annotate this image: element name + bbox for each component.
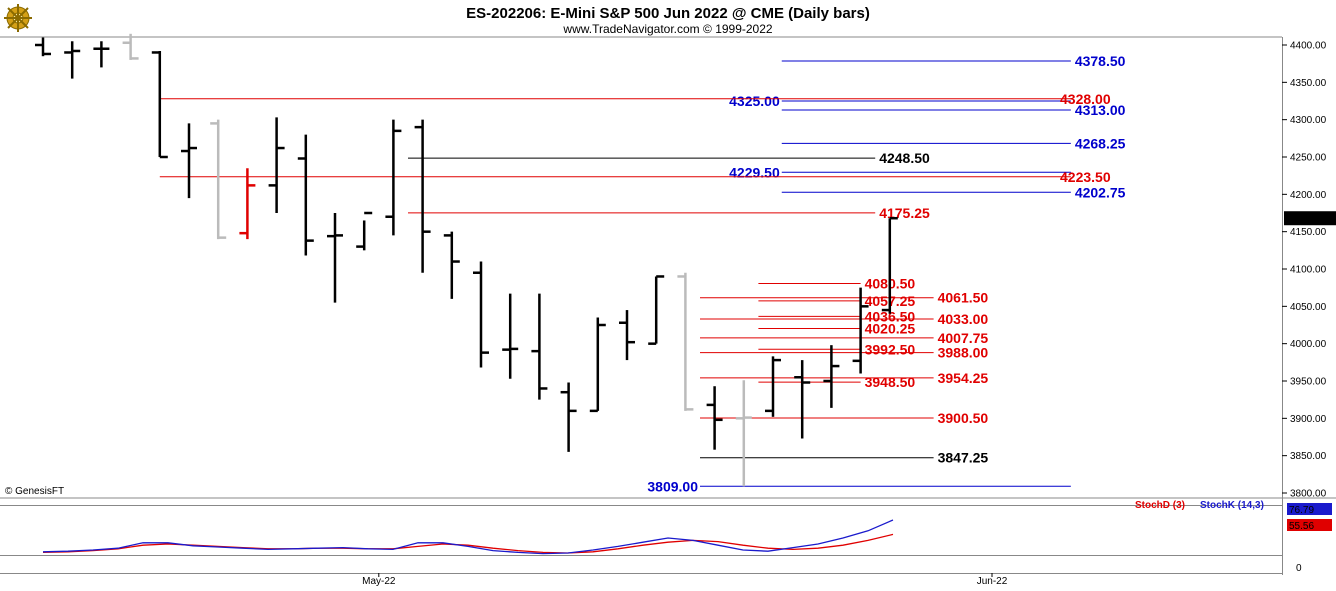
chart-subtitle: www.TradeNavigator.com © 1999-2022 (562, 22, 772, 36)
last-price-marker: 4168.00 (1284, 211, 1336, 226)
stochk-last-label: 76.79 (1289, 505, 1314, 516)
ohlc-bar (210, 119, 227, 240)
stochk-series (42, 519, 894, 555)
logo-icon (4, 4, 32, 32)
stochd-last-label: 55.56 (1289, 521, 1314, 532)
price-bars (35, 33, 898, 487)
last-price-label: 4168.00 (1288, 214, 1325, 225)
price-tick-label: 4400.00 (1290, 41, 1327, 52)
level-label: 3988.00 (938, 345, 989, 361)
price-tick-label: 4200.00 (1290, 190, 1327, 201)
level-label: 4223.50 (1060, 169, 1111, 185)
ohlc-bar (560, 382, 577, 452)
level-label: 3992.50 (865, 341, 916, 357)
ohlc-bar (327, 213, 343, 303)
stochastic-indicator: StochD (3) StochK (14,3) 76.79 55.56 0 (42, 500, 1332, 574)
indicator-legend-label: StochK (14,3) (1200, 500, 1264, 511)
ohlc-bar (356, 211, 373, 251)
ohlc-bar (823, 345, 840, 408)
price-tick-label: 4050.00 (1290, 302, 1327, 313)
level-label: 4007.75 (938, 330, 989, 346)
price-tick-label: 4350.00 (1290, 78, 1327, 89)
price-tick-label: 4000.00 (1290, 339, 1327, 350)
header-bg (0, 0, 1336, 37)
ohlc-bar (473, 261, 489, 368)
ohlc-bar (414, 119, 431, 273)
ohlc-bar (443, 231, 460, 299)
ohlc-bar (181, 123, 197, 199)
price-tick-label: 4300.00 (1290, 115, 1327, 126)
ohlc-bar (385, 119, 402, 236)
stochk-last-box (1287, 503, 1332, 515)
copyright-label: © GenesisFT (5, 486, 64, 497)
ohlc-bar (297, 134, 314, 256)
price-tick-label: 3800.00 (1290, 489, 1327, 500)
level-label: 3847.25 (938, 450, 989, 466)
last-price-box (1284, 211, 1336, 226)
level-label: 4268.25 (1075, 135, 1126, 151)
stochd-last-box (1287, 519, 1332, 531)
price-tick-label: 4100.00 (1290, 265, 1327, 276)
level-label: 4061.50 (938, 290, 989, 306)
level-label: 4378.50 (1075, 53, 1126, 69)
ohlc-bar (268, 117, 285, 213)
ohlc-bar (881, 216, 898, 314)
price-tick-label: 3950.00 (1290, 377, 1327, 388)
x-axis-label: Jun-22 (977, 576, 1008, 587)
x-axis-label: May-22 (362, 576, 396, 587)
ohlc-bar (706, 386, 723, 450)
ohlc-bar (502, 293, 519, 379)
ohlc-bar (677, 272, 694, 411)
level-label: 4325.00 (729, 93, 780, 109)
indicator-legend-label: StochD (3) (1135, 500, 1185, 511)
price-tick-label: 4150.00 (1290, 227, 1327, 238)
indicator-tick-label: 0 (1296, 563, 1302, 574)
level-label: 4248.50 (879, 150, 930, 166)
ohlc-bar (648, 275, 665, 345)
level-label: 4020.25 (865, 321, 916, 337)
price-axis-ticks: 3800.00 3850.00 3900.00 3950.00 4000.00 4050.… (1282, 41, 1327, 500)
ohlc-bar (794, 360, 811, 439)
level-label: 4313.00 (1075, 102, 1126, 118)
level-label: 4175.25 (879, 205, 930, 221)
price-tick-label: 3900.00 (1290, 414, 1327, 425)
ohlc-bar (531, 293, 548, 400)
level-label: 3954.25 (938, 370, 989, 386)
level-label: 3900.50 (938, 410, 989, 426)
level-label: 4229.50 (729, 164, 780, 180)
x-axis-labels: May-22 Jun-22 (362, 573, 1008, 587)
level-label: 3948.50 (865, 374, 916, 390)
price-tick-label: 4250.00 (1290, 153, 1327, 164)
ohlc-bar (619, 310, 635, 361)
price-tick-label: 3850.00 (1290, 451, 1327, 462)
ohlc-bar (239, 168, 256, 240)
level-label: 4328.00 (1060, 91, 1111, 107)
level-label: 3809.00 (647, 478, 698, 494)
ohlc-bar (122, 33, 139, 60)
ohlc-bar (93, 41, 110, 68)
ohlc-bar (151, 50, 168, 159)
level-label: 4036.50 (865, 308, 916, 324)
chart-title: ES-202206: E-Mini S&P 500 Jun 2022 @ CME… (466, 5, 870, 22)
ohlc-bar (35, 37, 51, 57)
ohlc-bar (589, 317, 606, 413)
level-label: 4202.75 (1075, 184, 1126, 200)
level-label: 4033.00 (938, 311, 989, 327)
ohlc-bar (735, 380, 752, 487)
ohlc-bar (852, 287, 869, 374)
ohlc-bar (64, 41, 81, 79)
ohlc-bar (765, 356, 781, 417)
